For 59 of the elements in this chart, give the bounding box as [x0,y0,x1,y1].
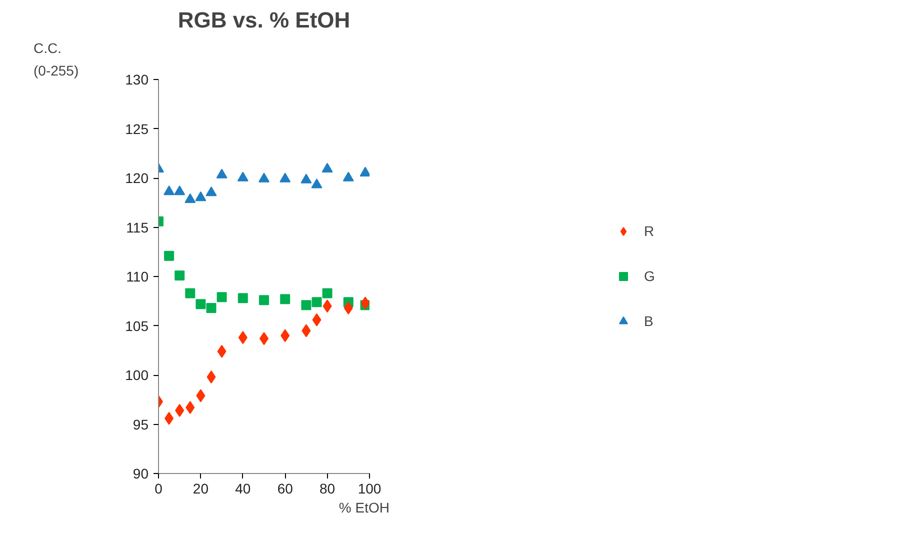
legend-label: G [644,268,656,284]
x-tick-label: 20 [192,480,209,496]
point [216,168,228,178]
x-tick-label: 100 [358,480,382,496]
point [300,174,312,184]
point [342,172,354,182]
point [311,178,322,188]
point [196,299,206,310]
point [164,412,174,425]
point [280,294,290,304]
point [206,186,217,196]
point [174,186,186,196]
x-tick-label: 40 [235,480,251,496]
point [258,172,270,182]
y-tick-label: 105 [125,318,149,334]
point [164,186,175,196]
y-tick-label: 130 [125,72,149,88]
point [174,270,185,281]
point [280,172,291,182]
point [312,297,322,308]
y-tick-label: 95 [132,416,149,432]
y-tick-label: 120 [125,170,149,186]
point [185,288,196,298]
y-tick-label: 110 [126,268,149,284]
point [184,193,196,204]
y-tick-label: 90 [132,466,149,482]
point [216,292,227,302]
chart-title: RGB vs. % EtOH [178,8,350,32]
point [259,295,269,306]
point [238,331,248,344]
point [196,389,206,402]
point [206,303,216,314]
point [322,162,333,173]
point [360,166,370,176]
y-tick-label: 115 [126,219,149,236]
y-tick-label: 125 [125,120,149,137]
point [164,250,174,261]
y-tick-label: 100 [125,367,149,383]
x-tick-label: 80 [320,480,336,496]
point [238,293,248,304]
legend-label: R [644,223,656,239]
point [322,288,332,298]
point [237,172,248,182]
point [206,370,216,384]
point [195,191,206,202]
point [344,302,353,315]
x-tick-label: 60 [277,480,294,496]
y-axis-title: C.C. (0-255) [34,40,79,78]
point [302,324,311,338]
point [186,401,195,414]
x-axis-title: % EtOH [338,500,390,516]
legend-label: B [644,313,654,329]
point [301,300,312,310]
point [322,300,332,313]
point [280,329,290,342]
point [217,344,226,358]
x-tick-label: 0 [154,480,163,496]
point [312,313,322,326]
point [175,404,184,417]
